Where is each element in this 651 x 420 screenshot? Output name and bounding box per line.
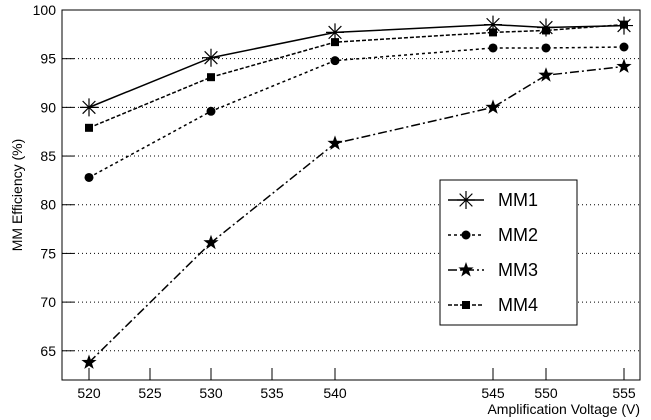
marker — [85, 123, 93, 132]
legend-label: MM3 — [498, 260, 538, 280]
y-axis-label: MM Efficiency (%) — [9, 139, 25, 252]
marker — [80, 98, 98, 117]
marker — [462, 301, 470, 309]
legend-box — [439, 179, 578, 326]
series-line — [88, 23, 625, 109]
marker — [327, 135, 343, 150]
marker — [538, 67, 554, 82]
marker — [330, 56, 340, 66]
x-tick-label: 535 — [260, 385, 284, 401]
x-tick-label: 545 — [481, 385, 505, 401]
marker — [326, 23, 344, 42]
plot-frame — [61, 9, 641, 381]
marker — [489, 28, 497, 37]
marker — [619, 42, 629, 52]
marker — [84, 172, 94, 182]
series-line — [88, 46, 625, 179]
marker — [206, 106, 216, 116]
marker — [485, 99, 501, 114]
x-tick-label: 540 — [323, 385, 347, 401]
marker — [541, 43, 551, 53]
legend-label: MM2 — [498, 225, 538, 245]
y-tick-label: 100 — [33, 2, 57, 18]
marker — [616, 58, 632, 73]
x-tick-label: 555 — [612, 385, 636, 401]
marker — [620, 20, 628, 29]
marker — [458, 262, 474, 277]
y-tick-label: 85 — [40, 148, 56, 164]
y-tick-label: 90 — [40, 99, 56, 115]
series-line — [88, 23, 625, 129]
marker — [542, 26, 550, 35]
marker — [457, 191, 475, 209]
marker — [461, 230, 471, 240]
y-tick-label: 80 — [40, 197, 56, 213]
y-tick-label: 70 — [40, 294, 56, 310]
legend-label: MM4 — [498, 295, 538, 315]
x-tick-label: 530 — [199, 385, 223, 401]
legend-label: MM1 — [498, 190, 538, 210]
marker — [203, 234, 219, 250]
marker — [207, 73, 215, 82]
marker — [81, 354, 97, 369]
marker — [202, 48, 220, 67]
marker — [488, 43, 498, 53]
marker — [484, 15, 502, 34]
y-tick-label: 75 — [40, 245, 56, 261]
x-tick-label: 520 — [77, 385, 101, 401]
x-tick-label: 525 — [138, 385, 162, 401]
x-axis-label: Amplification Voltage (V) — [487, 401, 640, 417]
x-tick-label: 550 — [534, 385, 558, 401]
marker — [331, 38, 339, 47]
y-tick-label: 95 — [40, 51, 56, 67]
series-line — [88, 65, 625, 364]
y-tick-label: 65 — [40, 343, 56, 359]
